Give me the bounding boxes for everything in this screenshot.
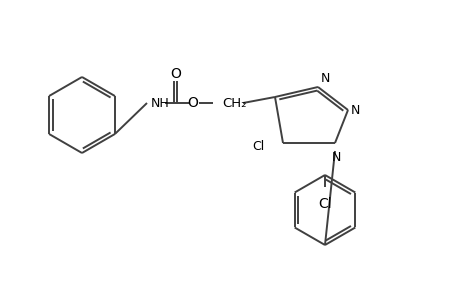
Text: N: N: [330, 151, 340, 164]
Text: Cl: Cl: [318, 197, 331, 211]
Text: N: N: [350, 103, 359, 116]
Text: O: O: [170, 67, 180, 81]
Text: O: O: [187, 96, 198, 110]
Text: NH: NH: [151, 97, 169, 110]
Text: Cl: Cl: [252, 140, 264, 154]
Text: CH₂: CH₂: [222, 97, 246, 110]
Text: N: N: [320, 72, 330, 85]
